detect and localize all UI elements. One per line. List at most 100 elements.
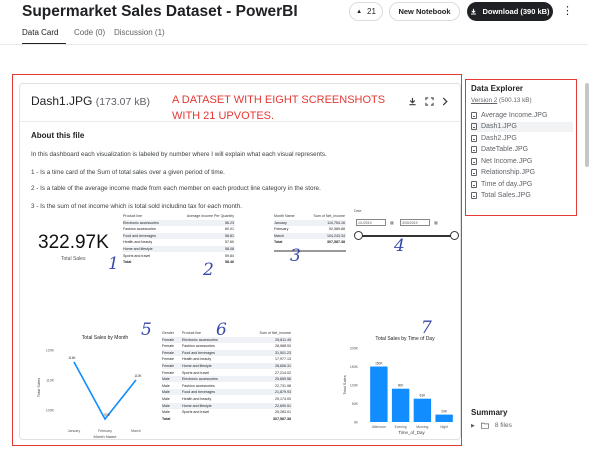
table-row: Male Electronic accessories 25,659.56 xyxy=(162,376,292,383)
file-item[interactable]: Dash1.JPG xyxy=(471,121,573,132)
bar xyxy=(413,398,432,422)
new-notebook-button[interactable]: New Notebook xyxy=(389,2,460,21)
y-tick-label: 110K xyxy=(46,379,55,383)
table-row: March 104,243.34 xyxy=(274,232,346,239)
table-row: Female Food and beverages 31,501.23 xyxy=(162,349,292,356)
file-item[interactable]: Total Sales.JPG xyxy=(471,191,573,201)
file-item[interactable]: DateTable.JPG xyxy=(471,145,573,155)
table-header: Gender Product line Sum of Net_income xyxy=(162,330,292,336)
hand-label-7: 7 xyxy=(421,318,432,338)
file-item-label: Average Income.JPG xyxy=(481,111,548,119)
table-cell: 58.81 xyxy=(225,233,234,238)
image-file-icon xyxy=(471,180,477,188)
table-row: Male Home and lifestyle 22,690.51 xyxy=(162,402,292,409)
dashboard-image: 322.97K Total Sales Product line Average … xyxy=(20,208,460,439)
table-cell: Sum of Net_income xyxy=(259,331,291,335)
file-item[interactable]: Time of day.JPG xyxy=(471,179,573,189)
fullscreen-icon[interactable] xyxy=(425,97,434,106)
y-tick-label: 100K xyxy=(350,384,359,388)
image-file-icon xyxy=(471,111,477,119)
header: Supermarket Sales Dataset - PowerBI ▲ 21… xyxy=(0,0,600,24)
table-row: Sports and travel 59.84 xyxy=(123,253,235,259)
file-item[interactable]: Average Income.JPG xyxy=(471,110,573,120)
table-cell: 110,754.16 xyxy=(327,220,345,225)
image-file-icon xyxy=(471,192,477,199)
table-cell: Male xyxy=(162,377,170,382)
bar xyxy=(391,388,410,422)
tab-data-card[interactable]: Data Card xyxy=(22,28,59,37)
file-name: Dash1.JPG xyxy=(31,94,93,108)
table-cell: 92,589.88 xyxy=(329,227,345,232)
table-cell: 104,243.34 xyxy=(327,233,345,238)
file-item[interactable]: Dash2.JPG xyxy=(471,133,573,143)
table-cell: Home and lifestyle xyxy=(182,364,212,368)
table-cell: Fashion accessories xyxy=(123,227,156,232)
chart-title: Total Sales by Time of Day xyxy=(375,336,435,342)
table-cell: 22,731.98 xyxy=(275,383,291,388)
more-options-icon[interactable]: ⋮ xyxy=(562,5,573,17)
table-scrollbar[interactable] xyxy=(274,250,346,252)
image-file-icon xyxy=(471,169,477,176)
table-cell: Sports and travel xyxy=(123,253,151,258)
file-item[interactable]: Net Income.JPG xyxy=(471,156,573,166)
tab-code[interactable]: Code (0) xyxy=(74,28,106,37)
folder-icon xyxy=(480,422,489,429)
download-button[interactable]: Download (390 kB) xyxy=(467,2,553,21)
table-row: Electronic accessories 56.23 xyxy=(123,219,235,226)
table-cell: 307,587.38 xyxy=(327,240,345,245)
data-label: 116K xyxy=(68,356,76,360)
table-row: Health and beauty 57.60 xyxy=(123,239,235,245)
image-file-icon xyxy=(471,157,477,165)
x-tick-label: Evening xyxy=(395,425,407,429)
slicer-to[interactable]: 3/30/2019 xyxy=(400,219,430,226)
summary-file-count: 8 files xyxy=(494,422,512,429)
slicer-track xyxy=(358,235,452,237)
table-row: Home and lifestyle 58.08 xyxy=(123,246,235,252)
divider xyxy=(20,121,460,122)
table-row: Total 58.46 xyxy=(123,259,235,265)
table-cell: Male xyxy=(162,397,170,401)
upvote-button[interactable]: ▲ 21 xyxy=(349,2,383,21)
table-cell: Sports and travel xyxy=(182,410,210,415)
slicer-handle-end[interactable] xyxy=(450,231,459,240)
annotation-text: A DATASET WITH EIGHT SCREENSHOTS WITH 21… xyxy=(172,92,412,124)
about-title: About this file xyxy=(31,131,85,140)
chevron-right-icon[interactable] xyxy=(441,97,449,106)
table-cell: 17,977.13 xyxy=(275,357,291,362)
file-item-label: Dash1.JPG xyxy=(481,123,517,130)
table-cell: Female xyxy=(162,364,174,368)
file-item-label: Dash2.JPG xyxy=(481,134,517,142)
table-cell: Health and beauty xyxy=(182,357,212,362)
file-item-label: Relationship.JPG xyxy=(481,169,536,176)
tab-discussion[interactable]: Discussion (1) xyxy=(114,28,165,37)
file-preview-card: Dash1.JPG (173.07 kB) A DATASET WITH EIG… xyxy=(19,83,461,440)
table-cell: 25,283.01 xyxy=(275,410,291,415)
scrollbar-thumb[interactable] xyxy=(585,83,589,167)
data-label: 90K xyxy=(398,384,405,388)
table-cell: 57.60 xyxy=(225,240,234,245)
file-item[interactable]: Relationship.JPG xyxy=(471,168,573,178)
table-cell: Female xyxy=(162,337,174,342)
file-item-label: Time of day.JPG xyxy=(481,180,533,188)
file-size: (173.07 kB) xyxy=(95,96,150,108)
version-info: Version 2 (500.13 kB) xyxy=(471,97,532,104)
slicer-from[interactable]: 1/1/2019 xyxy=(356,219,386,226)
x-tick-label: January xyxy=(68,429,81,433)
table-cell: Total xyxy=(274,240,283,245)
table-cell: 28,988.00 xyxy=(275,344,291,349)
table-row: Female Sports and travel 27,214.02 xyxy=(162,370,292,376)
table-cell: Male xyxy=(162,403,170,408)
download-icon[interactable] xyxy=(408,97,417,106)
average-income-table: Product line Average Income Per Quantity E… xyxy=(123,213,235,273)
version-link[interactable]: Version 2 xyxy=(471,97,498,104)
kpi-label: Total Sales xyxy=(61,256,86,262)
summary-files[interactable]: ▶ 8 files xyxy=(471,422,512,429)
slicer-handle-start[interactable] xyxy=(354,231,363,240)
y-tick-label: 100K xyxy=(46,409,55,413)
hand-label-3: 3 xyxy=(290,246,301,266)
series-line xyxy=(73,361,137,421)
table-cell: Month Name xyxy=(274,214,295,218)
table-cell: Food and beverages xyxy=(182,350,215,355)
table-cell: 56.23 xyxy=(225,220,234,225)
highlight-outline-main xyxy=(12,74,462,446)
